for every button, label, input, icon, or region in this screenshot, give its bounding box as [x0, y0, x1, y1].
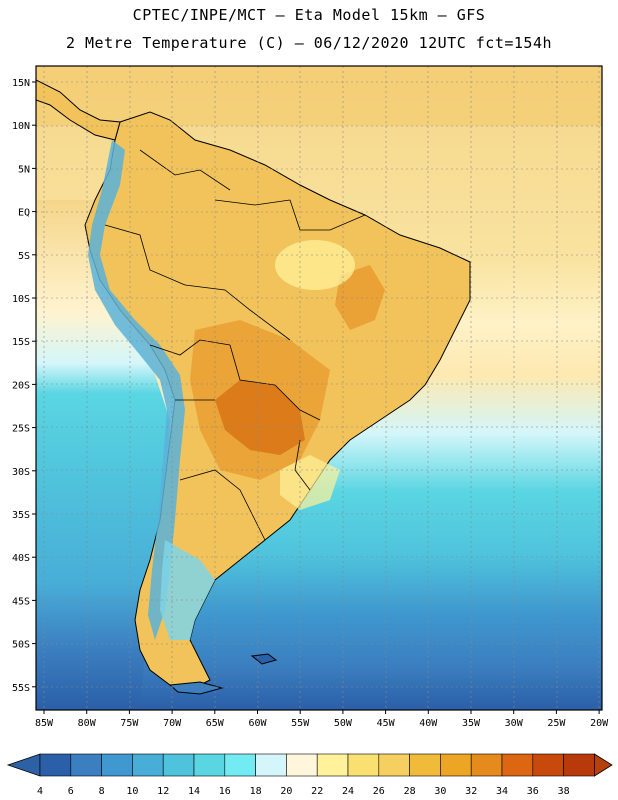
longitude-label: 40W — [419, 718, 438, 729]
colorbar-swatch — [39, 753, 72, 777]
longitude-label: 50W — [334, 718, 353, 729]
longitude-label: 85W — [35, 718, 54, 729]
colorbar-high-arrow — [594, 753, 613, 777]
colorbar-swatch — [563, 753, 595, 777]
colorbar-tick-label: 36 — [527, 786, 539, 797]
map-title: CPTEC/INPE/MCT – Eta Model 15km – GFS — [132, 6, 486, 24]
latitude-label: 35S — [12, 510, 30, 521]
longitude-label: 20W — [590, 718, 609, 729]
colorbar-swatch — [255, 753, 287, 777]
colorbar-swatch — [101, 753, 133, 777]
longitude-label: 75W — [120, 718, 139, 729]
colorbar-tick-label: 16 — [219, 786, 231, 797]
colorbar-swatch — [378, 753, 410, 777]
colorbar-tick-label: 6 — [68, 786, 74, 797]
tierra-del-fuego — [168, 681, 224, 695]
colorbar-swatch — [532, 753, 564, 777]
colorbar-tick-label: 34 — [496, 786, 508, 797]
latitude-label: 10S — [12, 294, 30, 305]
colorbar-swatch — [501, 753, 534, 777]
longitude-label: 45W — [377, 718, 396, 729]
colorbar-swatch — [224, 753, 256, 777]
graticule — [36, 66, 602, 710]
colorbar-tick-label: 30 — [434, 786, 446, 797]
longitude-label: 55W — [291, 718, 310, 729]
andes-cold-region — [88, 140, 185, 640]
colorbar-tick-label: 24 — [342, 786, 354, 797]
latitude-label: 30S — [12, 467, 30, 478]
colorbar: 4 6 8 10 12 14 16 18 20 22 24 26 28 30 32 34 36 38 — [6, 753, 613, 797]
colorbar-tick-label: 28 — [404, 786, 416, 797]
colorbar-tick-label: 12 — [157, 786, 169, 797]
map-frame — [35, 65, 603, 711]
longitude-label: 65W — [206, 718, 225, 729]
latitude-label: 20S — [12, 380, 30, 391]
central-warm-region — [190, 320, 330, 480]
latitude-label: 45S — [12, 596, 30, 607]
latitude-label: 25S — [12, 424, 30, 435]
colorbar-swatch — [286, 753, 318, 777]
latitude-label: 5N — [18, 164, 30, 175]
latitude-label: EQ — [18, 208, 30, 219]
colorbar-tick-label: 20 — [280, 786, 292, 797]
colorbar-swatch — [316, 753, 349, 777]
longitude-label: 80W — [78, 718, 97, 729]
longitude-label: 60W — [248, 718, 267, 729]
longitude-label: 25W — [547, 718, 566, 729]
colorbar-tick-label: 38 — [558, 786, 570, 797]
colorbar-swatch — [132, 753, 164, 777]
caribbean-area — [36, 66, 602, 126]
colorbar-tick-label: 26 — [373, 786, 385, 797]
colorbar-swatch — [162, 753, 195, 777]
map-subtitle: 2 Metre Temperature (C) – 06/12/2020 12U… — [65, 34, 553, 52]
colorbar-tick-label: 14 — [188, 786, 200, 797]
longitude-label: 35W — [462, 718, 481, 729]
latitude-label: 40S — [12, 553, 30, 564]
colorbar-tick-label: 18 — [250, 786, 262, 797]
colorbar-low-arrow — [6, 753, 41, 777]
colorbar-swatch — [347, 753, 380, 777]
central-america-land — [36, 79, 121, 141]
country-borders — [104, 149, 366, 541]
colorbar-tick-label: 10 — [126, 786, 138, 797]
colorbar-tick-label: 22 — [311, 786, 323, 797]
map-field — [36, 66, 602, 710]
latitude-label: 55S — [12, 683, 30, 694]
pacific-ocean — [36, 200, 170, 710]
colorbar-swatch — [409, 753, 441, 777]
temperature-map: 15N 10N 5N EQ 5S 10S 15S 20S 25S 30S 35S 40S 45S 50S 5… — [12, 65, 609, 729]
latitude-label: 50S — [12, 640, 30, 651]
colorbar-tick-label: 4 — [37, 786, 43, 797]
patagonia-region — [160, 540, 215, 640]
latitude-label: 15N — [12, 78, 30, 89]
colorbar-swatch — [440, 753, 472, 777]
colorbar-swatch — [470, 753, 503, 777]
latitude-label: 5S — [18, 251, 30, 262]
colorbar-tick-label: 32 — [465, 786, 477, 797]
longitude-labels: 85W 80W 75W 70W 65W 60W 55W 50W 45W 40W 35W 30W 25W 2… — [35, 710, 609, 729]
longitude-label: 30W — [505, 718, 524, 729]
latitude-label: 10N — [12, 121, 30, 132]
latitude-label: 15S — [12, 337, 30, 348]
amazon-region — [275, 240, 355, 290]
colorbar-swatch — [193, 753, 226, 777]
northeast-warm-region — [335, 265, 385, 330]
colorbar-swatch — [70, 753, 102, 777]
latitude-labels: 15N 10N 5N EQ 5S 10S 15S 20S 25S 30S 35S 40S 45S 50S 5… — [12, 78, 36, 694]
longitude-label: 70W — [163, 718, 182, 729]
colorbar-tick-label: 8 — [99, 786, 105, 797]
